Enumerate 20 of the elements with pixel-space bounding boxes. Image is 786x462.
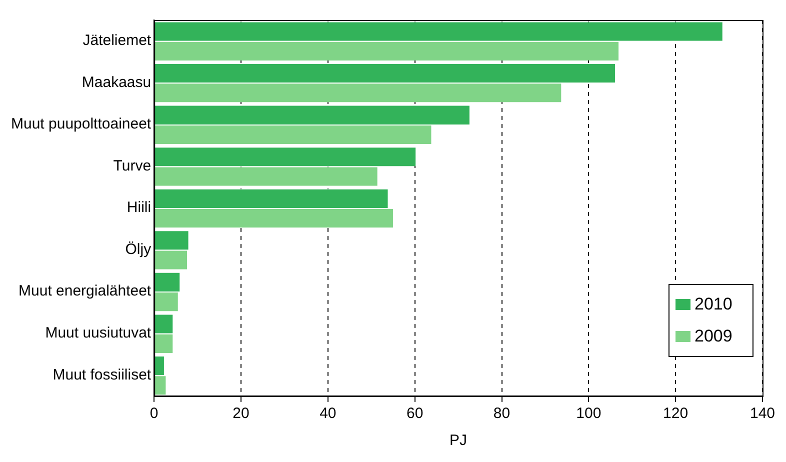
x-tick-label: 0 (150, 405, 158, 422)
y-tick-label: Muut puupolttoaineet (10, 116, 152, 133)
x-tick-label: 100 (576, 405, 602, 422)
x-tick-label: 120 (663, 405, 688, 422)
y-tick-label: Turve (113, 157, 152, 174)
y-tick-label: Hiili (126, 199, 152, 216)
x-tick-label: 40 (320, 405, 336, 422)
legend-label: 2010 (694, 294, 732, 314)
y-tick-label: Jäteliemet (82, 32, 152, 50)
y-tick-label: Muut uusiutuvat (45, 324, 152, 342)
x-tick-label: 140 (750, 405, 775, 422)
x-tick-label: 80 (493, 405, 510, 422)
x-tick-label: 20 (232, 405, 250, 422)
legend-label: 2009 (694, 326, 732, 346)
x-axis-title: PJ (450, 432, 468, 450)
y-tick-label: Maakaasu (82, 74, 152, 91)
x-tick-label: 60 (406, 405, 424, 422)
y-tick-label: Muut fossiiliset (52, 366, 152, 384)
y-tick-label: Muut energialähteet (18, 282, 152, 300)
y-tick-label: Öljy (125, 240, 152, 258)
